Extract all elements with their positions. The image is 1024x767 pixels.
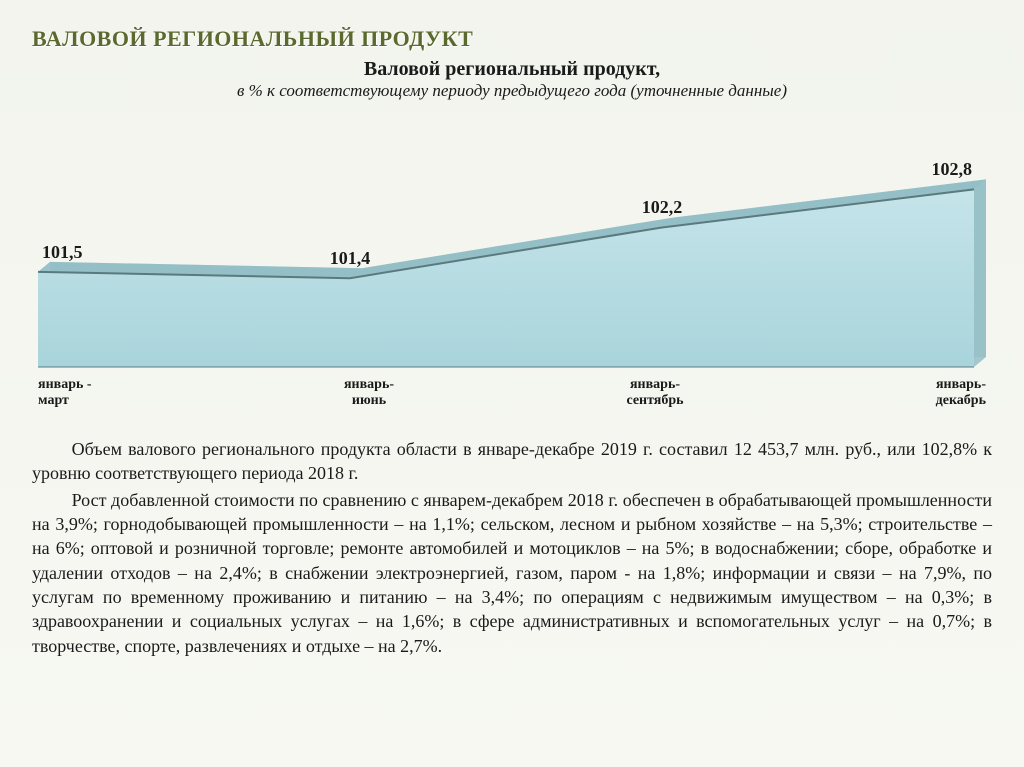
x-axis-labels: январь -март январь-июнь январь-сентябрь ян…: [38, 377, 986, 409]
chart-data-label: 102,2: [642, 197, 683, 218]
body-text: Объем валового регионального продукта об…: [32, 437, 992, 658]
chart-data-label: 101,5: [42, 242, 83, 263]
body-paragraph: Объем валового регионального продукта об…: [32, 437, 992, 486]
body-paragraph: Рост добавленной стоимости по сравнению …: [32, 488, 992, 658]
x-axis-label: январь-июнь: [324, 377, 414, 409]
chart-data-label: 102,8: [932, 159, 973, 180]
page-root: ВАЛОВОЙ РЕГИОНАЛЬНЫЙ ПРОДУКТ Валовой рег…: [0, 0, 1024, 767]
x-axis-label: январь-декабрь: [896, 377, 986, 409]
section-title: ВАЛОВОЙ РЕГИОНАЛЬНЫЙ ПРОДУКТ: [32, 26, 992, 52]
chart-svg: [38, 105, 986, 375]
chart-title: Валовой региональный продукт,: [32, 58, 992, 81]
x-axis-label: январь -март: [38, 377, 128, 409]
area-chart: 101,5 101,4 102,2 102,8: [38, 105, 986, 375]
chart-data-label: 101,4: [330, 248, 371, 269]
chart-subtitle: в % к соответствующему периоду предыдуще…: [32, 81, 992, 101]
x-axis-label: январь-сентябрь: [610, 377, 700, 409]
